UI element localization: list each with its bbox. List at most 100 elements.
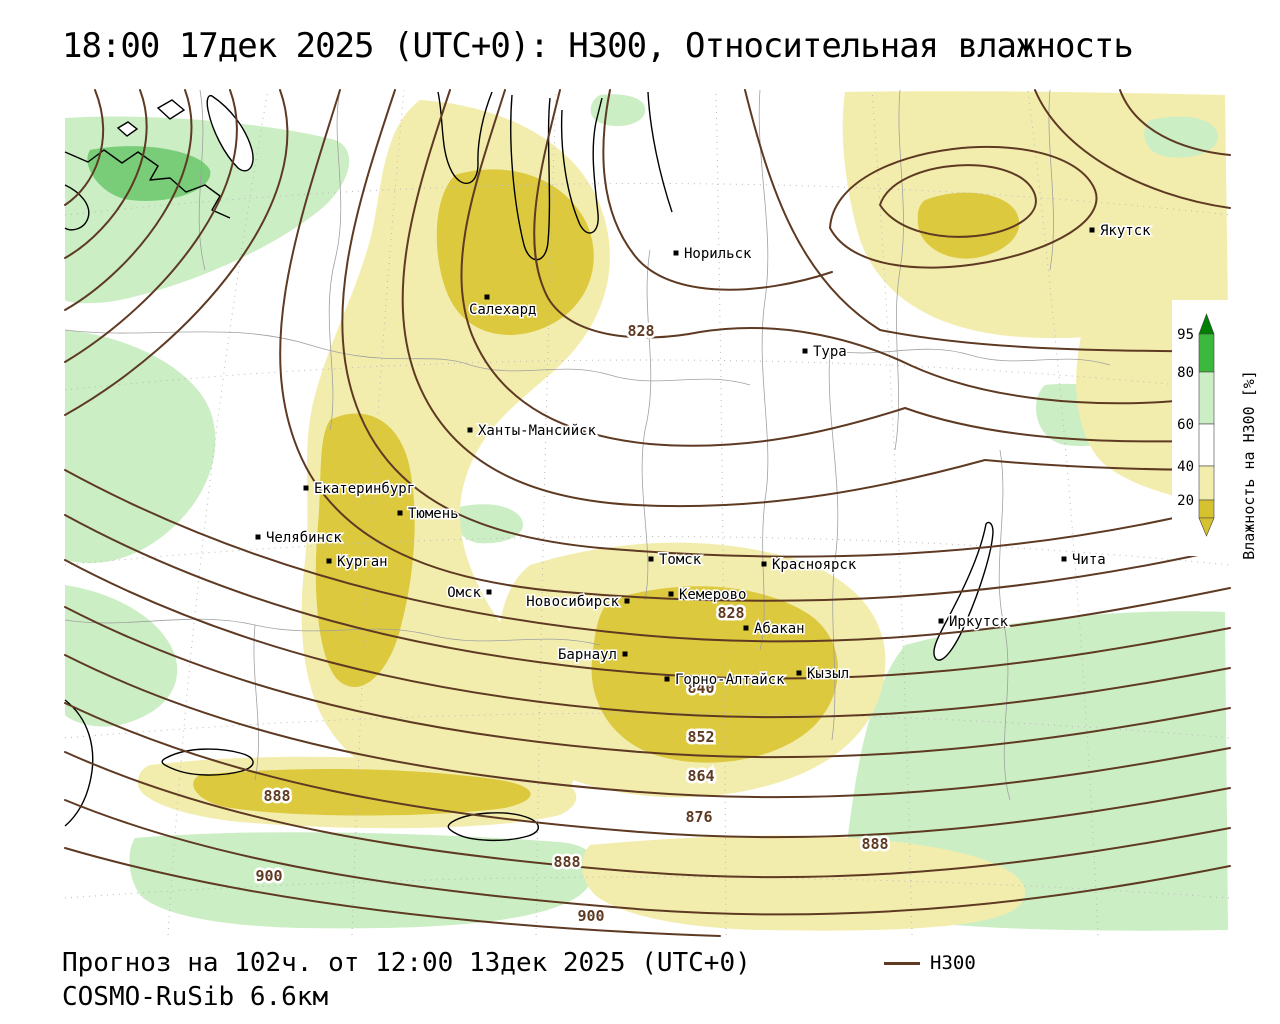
colorbar-layer: 95 80 60 40 20 <box>1177 313 1215 537</box>
city-dot <box>303 485 309 491</box>
contour-label: 900 <box>577 907 604 925</box>
city-label: Иркутск <box>949 614 1009 630</box>
city: Салехард <box>468 294 538 320</box>
city-dot <box>255 534 261 540</box>
city-label: Якутск <box>1100 223 1151 239</box>
city-label: Тура <box>813 344 847 360</box>
ob-gulf <box>510 94 551 261</box>
colorbar-tick: 20 <box>1177 493 1194 509</box>
graticule-layer <box>64 89 1231 936</box>
lake-issyk-kul <box>447 812 539 842</box>
contour-label-layer: 828 828 840 852 864 876 888 888 888 900 900 <box>253 320 891 928</box>
city-dot <box>668 591 674 597</box>
city: Абакан <box>743 620 806 639</box>
city-dot <box>486 589 492 595</box>
city-dot <box>802 348 808 354</box>
city: Ханты-Мансийск <box>467 422 598 441</box>
city-label: Горно-Алтайск <box>675 672 785 688</box>
contour-label: 828 <box>627 322 654 340</box>
city-label: Тюмень <box>408 506 459 522</box>
city-label: Кызыл <box>807 666 849 682</box>
map-title: 18:00 17дек 2025 (UTC+0): H300, Относите… <box>62 26 1134 66</box>
model-info: COSMO-RuSib 6.6км <box>62 982 329 1012</box>
city-dot <box>397 510 403 516</box>
contour-line-swatch <box>884 961 920 965</box>
contour-label: 864 <box>687 767 714 785</box>
colorbar-tick: 80 <box>1177 365 1194 381</box>
city-label: Абакан <box>754 621 805 637</box>
city-dot <box>326 558 332 564</box>
city: Якутск <box>1089 222 1153 241</box>
city-dot <box>664 676 670 682</box>
city: Челябинск <box>255 529 344 548</box>
island <box>156 99 186 120</box>
city: Иркутск <box>938 613 1010 632</box>
colorbar-tick: 95 <box>1177 327 1194 343</box>
city: Тура <box>802 343 848 362</box>
city-dot <box>761 561 767 567</box>
city-label: Салехард <box>469 302 536 318</box>
city-label: Норильск <box>684 246 752 262</box>
city: Новосибирск <box>525 593 630 612</box>
arctic-coast <box>64 149 231 219</box>
city-dot <box>622 651 628 657</box>
city-dot <box>484 294 490 300</box>
colorbar-segment <box>1198 499 1215 519</box>
city-dot <box>796 670 802 676</box>
forecast-info: Прогноз на 102ч. от 12:00 13дек 2025 (UT… <box>62 948 751 978</box>
colorbar-tick: 60 <box>1177 417 1194 433</box>
city: Екатеринбург <box>303 480 417 499</box>
city-label: Барнаул <box>558 647 617 663</box>
colorbar-segment <box>1198 517 1215 537</box>
city: Кемерово <box>668 586 748 605</box>
colorbar-segment <box>1198 333 1215 373</box>
city-dot <box>624 598 630 604</box>
contour-label: 888 <box>861 835 888 853</box>
colorbar-segment <box>1198 423 1215 467</box>
cities-layer: Норильск Якутск Салехард Тура Ханты-Мансийск… <box>255 222 1153 690</box>
colorbar-axis-label: Влажность на H300 [%] <box>1240 370 1258 560</box>
island <box>206 94 254 172</box>
city: Норильск <box>673 245 754 264</box>
island <box>116 121 139 137</box>
city-dot <box>743 625 749 631</box>
taz-gulf <box>560 97 603 234</box>
city-dot <box>673 250 679 256</box>
city-label: Челябинск <box>266 530 342 546</box>
city: Кызыл <box>796 665 851 684</box>
admin-border-layer <box>64 89 1111 801</box>
city: Тюмень <box>397 505 460 524</box>
yamal-coast <box>437 91 493 184</box>
city: Томск <box>648 551 703 570</box>
colorbar-segment <box>1198 371 1215 425</box>
lake-balkhash <box>161 748 254 776</box>
contour-layer <box>64 89 1231 937</box>
contour-label: 888 <box>553 853 580 871</box>
city: Омск <box>446 584 492 603</box>
city-label: Новосибирск <box>526 594 619 610</box>
caspian-coast <box>64 699 94 827</box>
city: Горно-Алтайск <box>664 671 787 690</box>
colorbar-segment <box>1198 465 1215 501</box>
city-dot <box>938 618 944 624</box>
city-label: Екатеринбург <box>314 481 415 497</box>
city-label: Красноярск <box>772 557 857 573</box>
white-sea-coast <box>64 184 90 231</box>
city: Чита <box>1061 551 1107 570</box>
city: Курган <box>326 553 389 572</box>
city-label: Ханты-Мансийск <box>478 423 597 439</box>
contour-line-legend: H300 <box>884 950 976 976</box>
city: Красноярск <box>761 556 858 575</box>
city-dot <box>648 556 654 562</box>
city-label: Курган <box>337 554 388 570</box>
city-label: Омск <box>447 585 481 601</box>
city-label: Чита <box>1072 552 1106 568</box>
contour-label: 840 <box>687 679 714 697</box>
city-label: Кемерово <box>679 587 746 603</box>
city-dot <box>467 427 473 433</box>
contour-label: 876 <box>685 808 712 826</box>
city: Барнаул <box>556 646 628 665</box>
contour-label: 828 <box>717 604 744 622</box>
